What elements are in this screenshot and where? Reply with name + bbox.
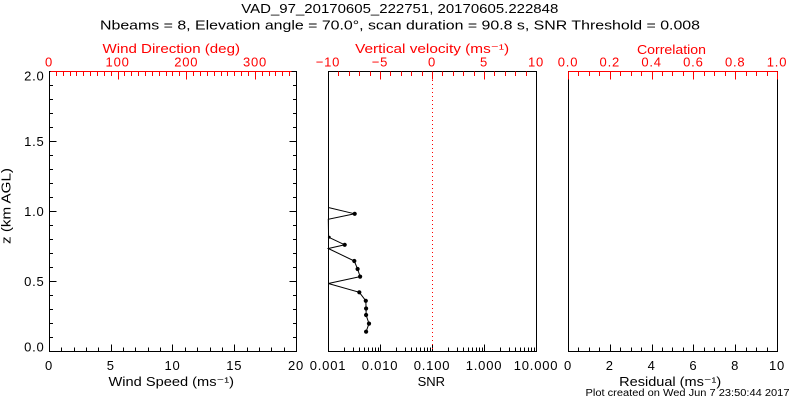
svg-text:200: 200 — [174, 55, 198, 70]
svg-text:0.010: 0.010 — [362, 358, 399, 373]
svg-text:100: 100 — [106, 55, 130, 70]
svg-text:Wind Direction (deg): Wind Direction (deg) — [103, 41, 241, 56]
svg-text:1.5: 1.5 — [24, 134, 44, 149]
svg-text:0.0: 0.0 — [558, 55, 578, 70]
svg-text:10: 10 — [528, 55, 544, 70]
svg-text:Correlation: Correlation — [637, 42, 706, 57]
svg-text:15: 15 — [226, 358, 242, 373]
svg-text:20: 20 — [288, 358, 304, 373]
svg-text:Wind Speed (ms⁻¹): Wind Speed (ms⁻¹) — [109, 374, 235, 389]
svg-text:0.001: 0.001 — [310, 358, 347, 373]
svg-text:10: 10 — [769, 358, 785, 373]
svg-text:0.6: 0.6 — [683, 55, 703, 70]
svg-text:4: 4 — [648, 358, 656, 373]
svg-text:Plot created on Wed Jun 7 23:: Plot created on Wed Jun 7 23:50:44 2017 — [586, 388, 790, 399]
svg-text:6: 6 — [689, 358, 697, 373]
svg-text:2.0: 2.0 — [24, 68, 44, 83]
svg-text:0: 0 — [428, 55, 436, 70]
svg-text:0.8: 0.8 — [725, 55, 745, 70]
svg-text:0.4: 0.4 — [641, 55, 661, 70]
svg-text:0.100: 0.100 — [414, 358, 451, 373]
svg-text:0.0: 0.0 — [24, 340, 44, 355]
svg-text:0.5: 0.5 — [24, 274, 44, 289]
svg-text:Nbeams = 8, Elevation angle =: Nbeams = 8, Elevation angle = 70.0°, sca… — [100, 18, 700, 33]
svg-text:1.0: 1.0 — [24, 204, 44, 219]
svg-text:VAD_97_20170605_222751, 201706: VAD_97_20170605_222751, 20170605.222848 — [241, 1, 558, 16]
svg-text:5: 5 — [480, 55, 488, 70]
svg-text:1.000: 1.000 — [466, 358, 503, 373]
svg-text:−5: −5 — [372, 55, 388, 70]
svg-text:Vertical velocity (ms⁻¹): Vertical velocity (ms⁻¹) — [355, 41, 509, 56]
svg-text:1.0: 1.0 — [767, 55, 787, 70]
svg-text:0: 0 — [45, 55, 53, 70]
svg-text:0.2: 0.2 — [600, 55, 620, 70]
svg-text:300: 300 — [243, 55, 267, 70]
svg-text:z (km AGL): z (km AGL) — [0, 168, 14, 244]
svg-text:10.000: 10.000 — [514, 358, 559, 373]
svg-text:Residual (ms⁻¹): Residual (ms⁻¹) — [619, 374, 721, 389]
svg-text:2: 2 — [606, 358, 614, 373]
svg-text:5: 5 — [107, 358, 115, 373]
svg-text:0: 0 — [45, 358, 53, 373]
svg-text:10: 10 — [164, 358, 180, 373]
svg-text:−10: −10 — [316, 55, 340, 70]
svg-text:SNR: SNR — [418, 374, 446, 389]
svg-text:8: 8 — [731, 358, 739, 373]
svg-text:0: 0 — [564, 358, 572, 373]
